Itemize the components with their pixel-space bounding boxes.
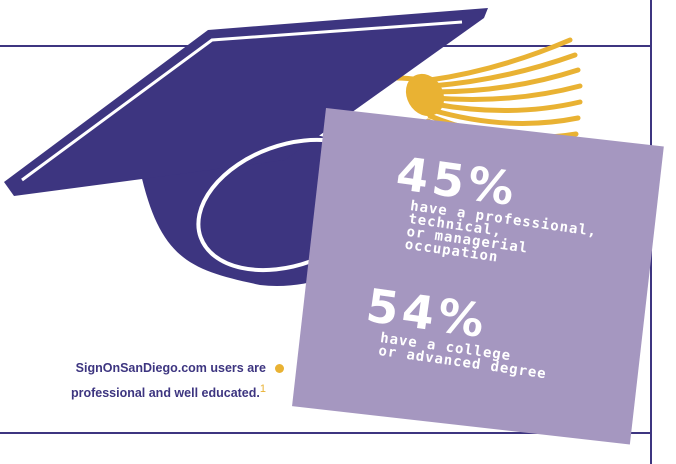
caption-line-2: professional and well educated.1 — [6, 379, 266, 404]
tassel-knot — [405, 73, 445, 117]
caption: SignOnSanDiego.com users are professiona… — [6, 358, 266, 404]
bullet-dot-icon — [275, 364, 284, 373]
mortarboard — [4, 8, 488, 196]
bottom-divider — [0, 432, 652, 434]
footnote-marker: 1 — [259, 383, 266, 395]
mortarboard-highlight — [21, 20, 463, 182]
caption-line-2-text: professional and well educated. — [70, 386, 260, 401]
caption-line-1: SignOnSanDiego.com users are — [75, 361, 266, 375]
